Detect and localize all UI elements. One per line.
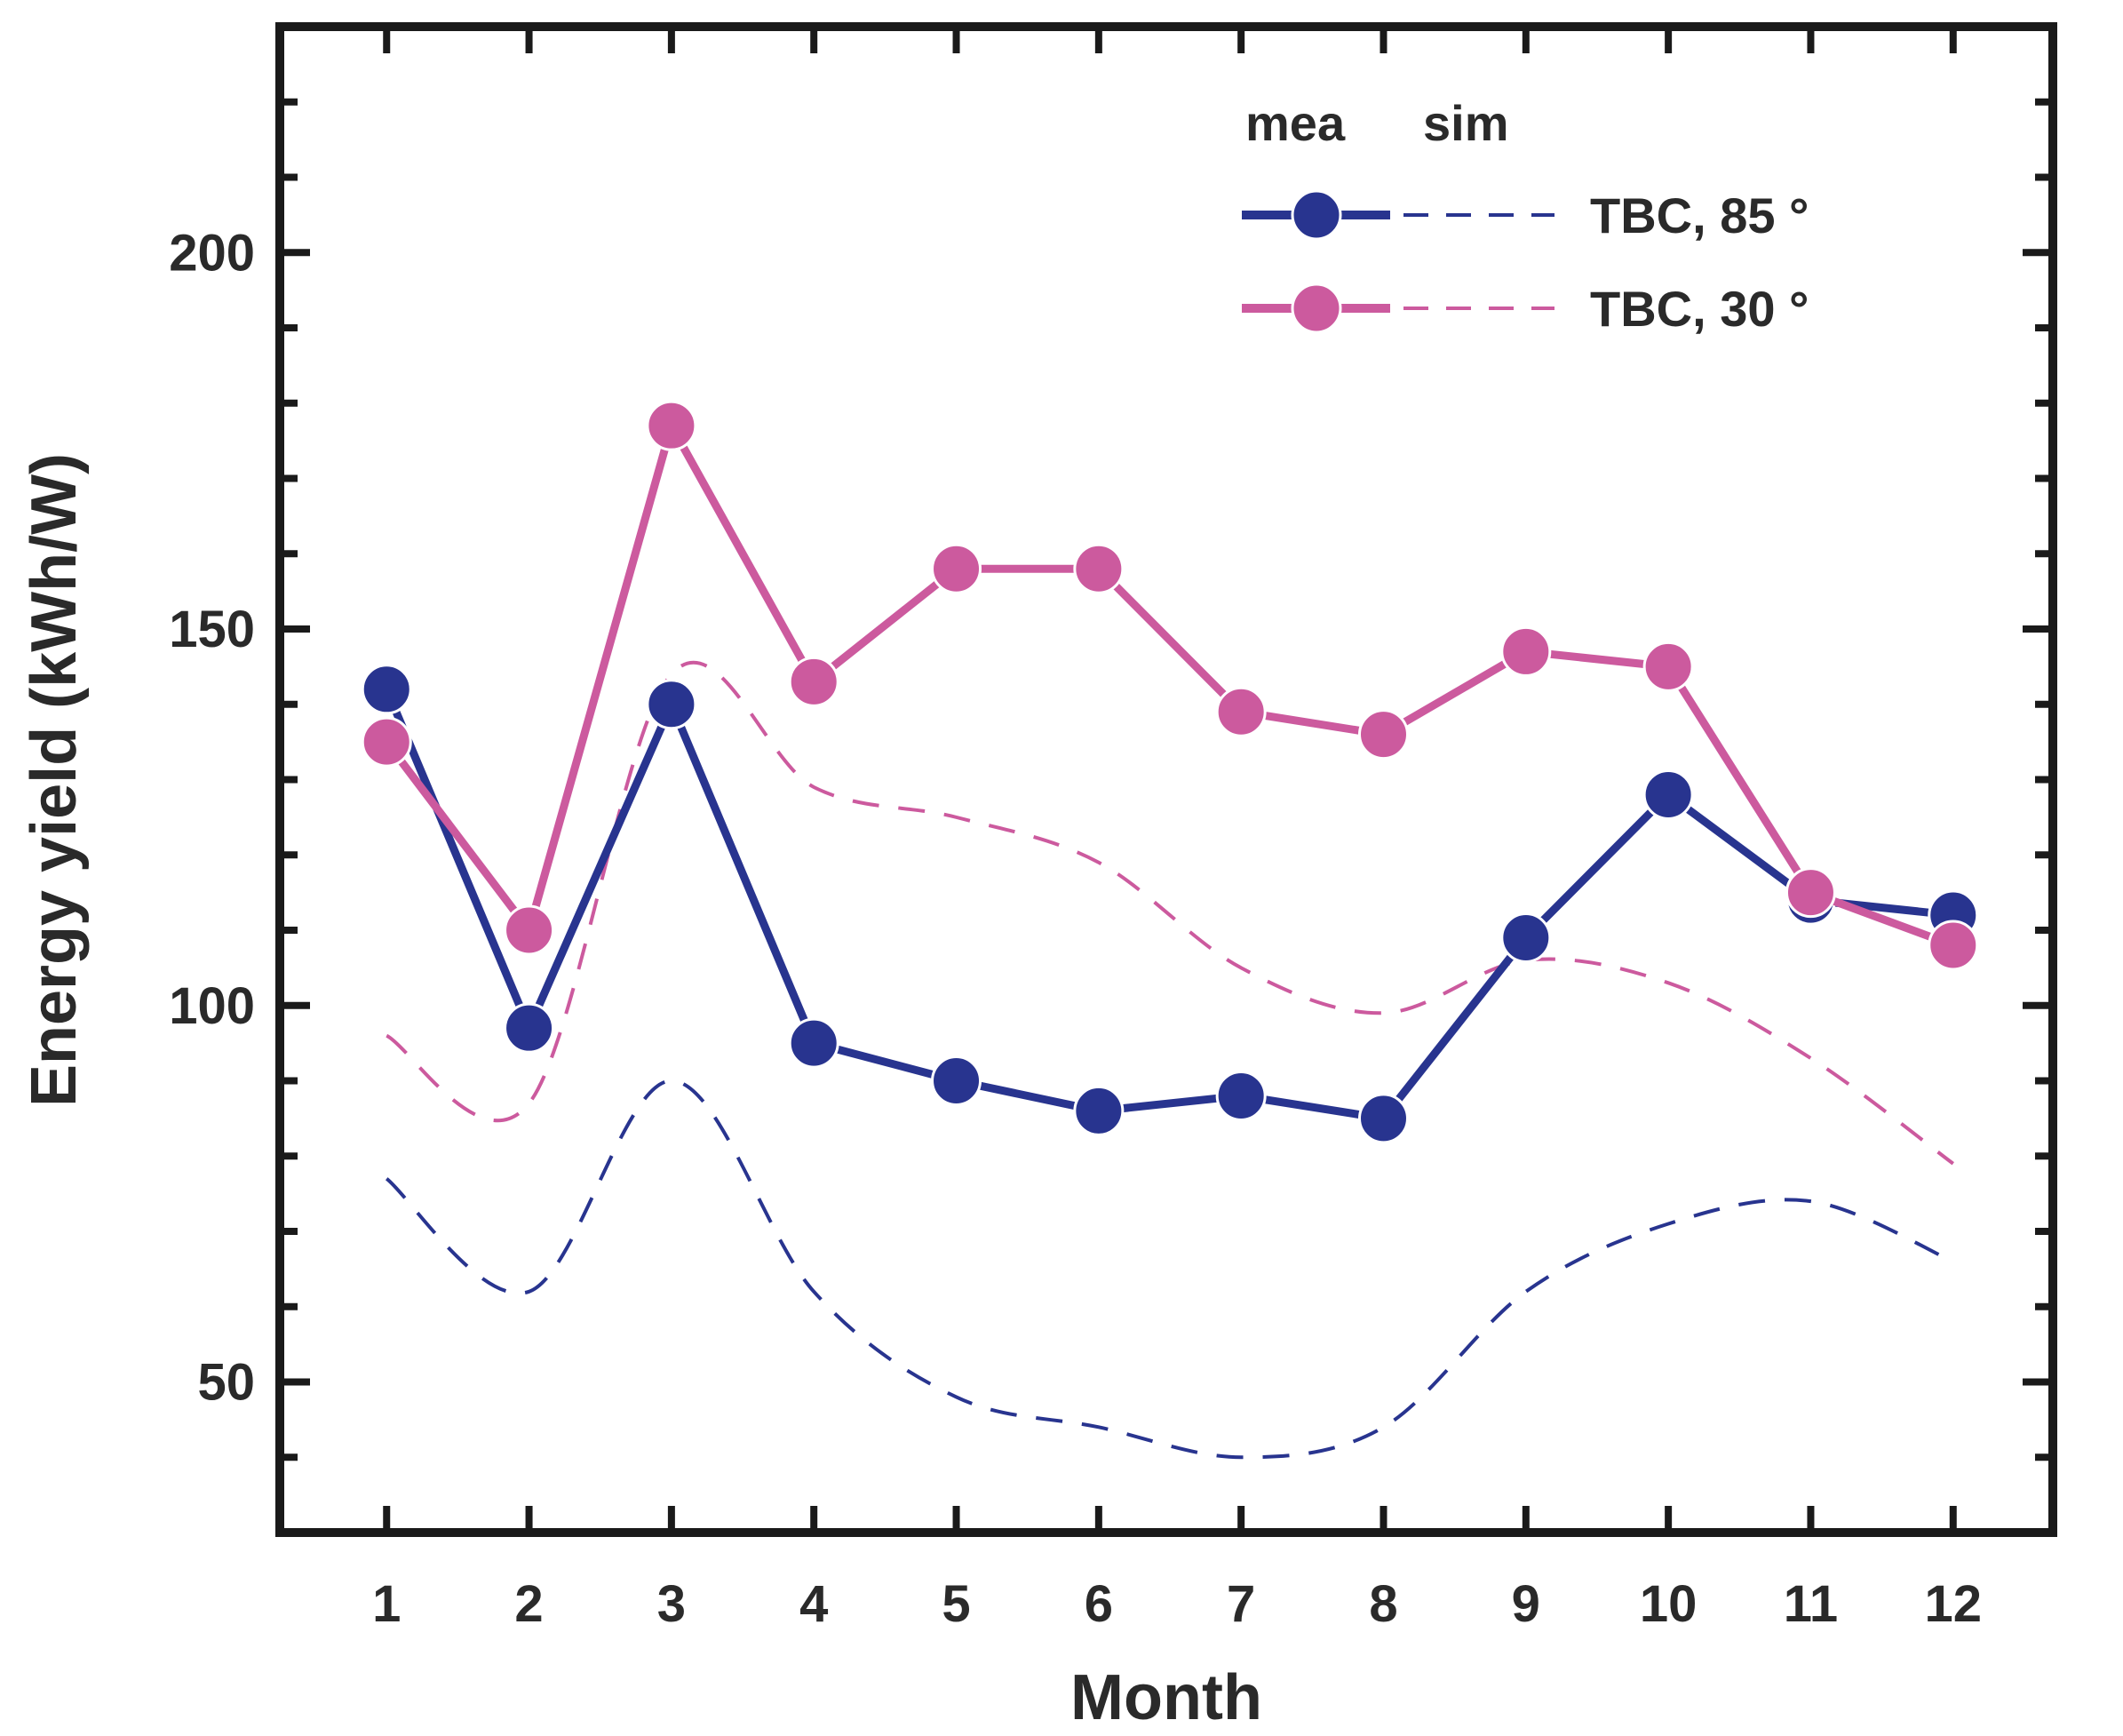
x-axis-title: Month	[1070, 1662, 1262, 1733]
measured-point	[646, 400, 697, 451]
legend-label-85: TBC, 85 °	[1590, 187, 1809, 243]
x-tick-label: 3	[657, 1575, 686, 1633]
measured-point	[1073, 1085, 1125, 1136]
measured-point	[788, 656, 839, 707]
simulated-line	[385, 1079, 1954, 1460]
measured-point	[1215, 1070, 1267, 1121]
x-tick-label: 8	[1369, 1575, 1397, 1633]
measured-point	[1500, 912, 1552, 963]
measured-point	[1357, 709, 1409, 760]
measured-point	[1500, 625, 1552, 677]
measured-point	[1928, 920, 1979, 971]
x-tick-label: 9	[1512, 1575, 1540, 1633]
y-tick-labels: 50 100 150 200	[169, 224, 255, 1411]
x-tick-label: 4	[799, 1575, 828, 1633]
legend-label-30: TBC, 30 °	[1590, 281, 1809, 337]
x-tick-label: 6	[1085, 1575, 1113, 1633]
measured-point	[788, 1017, 839, 1069]
measured-point	[1357, 1093, 1409, 1144]
measured-point	[1785, 867, 1836, 919]
simulated-line	[386, 660, 1954, 1166]
legend: mea sim TBC, 85 ° TBC, 30 °	[1242, 95, 1809, 337]
x-tick-label: 5	[942, 1575, 970, 1633]
measured-point	[646, 679, 697, 730]
x-tick-label: 11	[1784, 1575, 1838, 1633]
measured-point	[1642, 641, 1694, 692]
y-tick-label: 50	[197, 1354, 255, 1412]
measured-point	[361, 664, 412, 715]
measured-line	[383, 688, 1954, 1123]
y-tick-label: 100	[169, 977, 255, 1035]
measured-point	[1642, 768, 1694, 820]
measured-point	[1215, 686, 1267, 737]
x-tick-label: 2	[514, 1575, 543, 1633]
y-tick-label: 200	[169, 224, 255, 282]
x-tick-label: 1	[372, 1575, 401, 1633]
measured-series	[361, 400, 1979, 1144]
measured-point	[1073, 543, 1125, 594]
y-axis-title: Energy yield (kWh/W)	[19, 453, 90, 1107]
x-tick-label: 7	[1227, 1575, 1255, 1633]
measured-point	[504, 904, 555, 956]
legend-marker-measured-85	[1291, 189, 1342, 241]
legend-marker-measured-30	[1291, 283, 1342, 334]
measured-point	[361, 716, 412, 768]
measured-point	[931, 1055, 982, 1106]
x-tick-label: 10	[1640, 1575, 1698, 1633]
x-tick-label: 12	[1925, 1575, 1983, 1633]
y-tick-label: 150	[169, 601, 255, 658]
x-tick-labels: 1 2 3 4 5 6 7 8 9 10 11 12	[372, 1575, 1982, 1633]
plot-frame	[275, 22, 2057, 1537]
axis-ticks	[280, 27, 2053, 1533]
measured-point	[931, 543, 982, 594]
legend-header-mea: mea	[1245, 95, 1346, 151]
measured-point	[504, 1002, 555, 1054]
simulated-series	[385, 660, 1954, 1460]
measured-line	[383, 421, 1955, 950]
legend-header-sim: sim	[1423, 95, 1509, 151]
